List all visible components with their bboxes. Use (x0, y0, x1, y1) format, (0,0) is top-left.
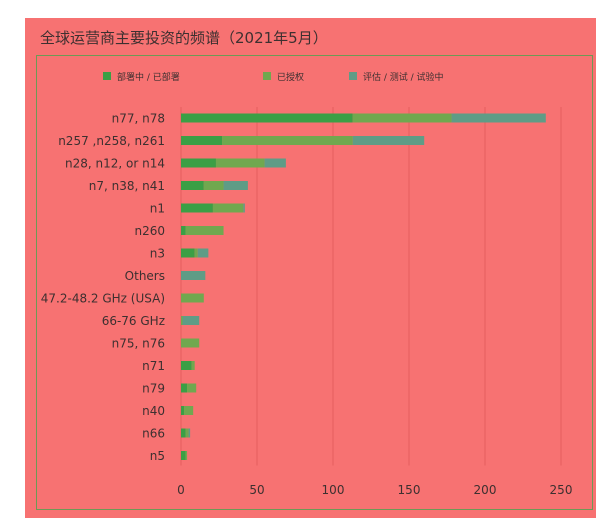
bar-segment-2 (185, 428, 189, 438)
category-label: n3 (150, 247, 165, 261)
bar-segment-2 (215, 158, 265, 168)
bar-segment-2 (203, 181, 224, 190)
bar-segment-2 (185, 451, 188, 460)
bar-segment-2 (191, 361, 195, 370)
bar-segment-1 (181, 226, 186, 235)
category-label: n5 (150, 449, 165, 463)
category-label: Others (125, 269, 165, 283)
bar-segment-1 (181, 428, 186, 438)
bar-segment-3 (264, 158, 286, 168)
category-label: n71 (142, 359, 165, 373)
x-tick-label: 250 (550, 483, 573, 497)
x-tick-label: 50 (249, 483, 264, 497)
bar-segment-3 (181, 271, 206, 280)
bar-segment-3 (188, 428, 191, 438)
chart-background (25, 18, 596, 518)
x-tick-label: 150 (398, 483, 421, 497)
bar-segment-1 (181, 113, 353, 123)
chart-title: 全球运营商主要投资的频谱（2021年5月） (40, 29, 328, 47)
category-label: 66-76 GHz (102, 314, 165, 328)
bar-segment-2 (181, 316, 183, 325)
category-label: n77, n78 (112, 112, 165, 126)
category-label: n66 (142, 427, 165, 441)
category-label: n75, n76 (112, 337, 165, 351)
bar-segment-1 (181, 451, 186, 460)
legend-label-3: 评估 / 测试 / 试验中 (363, 71, 444, 83)
bar-segment-1 (181, 361, 192, 370)
bar-segment-3 (223, 181, 248, 190)
bar-segment-2 (352, 113, 452, 123)
legend-label-1: 部署中 / 已部署 (117, 71, 180, 83)
x-tick-label: 200 (474, 483, 497, 497)
legend-swatch-1 (103, 72, 111, 80)
bar-segment-1 (181, 158, 216, 168)
bars (181, 113, 546, 460)
x-tick-label: 100 (322, 483, 345, 497)
bar-segment-3 (182, 316, 200, 325)
bar-segment-1 (181, 181, 204, 190)
bar-segment-2 (222, 136, 353, 145)
bar-segment-1 (181, 203, 213, 213)
category-label: n7, n38, n41 (89, 179, 165, 193)
bar-segment-3 (197, 248, 209, 258)
bar-segment-2 (181, 338, 200, 348)
legend-label-2: 已授权 (277, 71, 304, 83)
bar-segment-2 (187, 383, 197, 393)
bar-segment-1 (181, 406, 185, 415)
bar-segment-1 (181, 383, 188, 393)
category-label: n28, n12, or n14 (65, 157, 165, 171)
bar-segment-2 (194, 248, 198, 258)
x-tick-label: 0 (177, 483, 185, 497)
category-label: n1 (150, 202, 165, 216)
bar-segment-3 (451, 113, 546, 123)
category-label: n257 ,n258, n261 (58, 134, 165, 148)
plot-frame (36, 55, 593, 510)
bar-segment-1 (181, 248, 195, 258)
bar-segment-2 (212, 203, 244, 213)
bar-segment-2 (181, 293, 204, 303)
category-label: n40 (142, 404, 165, 418)
legend-swatch-3 (349, 72, 357, 80)
legend-swatch-2 (263, 72, 271, 80)
category-label: 47.2-48.2 GHz (USA) (41, 292, 165, 306)
bar-segment-1 (181, 136, 223, 145)
bar-segment-3 (352, 136, 425, 145)
bar-segment-3 (243, 203, 245, 213)
bar-segment-2 (184, 406, 194, 415)
bar-segment-2 (185, 226, 224, 235)
category-labels: n77, n78 n257 ,n258, n261 n28, n12, or n14… (41, 112, 165, 464)
category-label: n260 (134, 224, 165, 238)
legend: 部署中 / 已部署 已授权 评估 / 测试 / 试验中 (103, 71, 444, 83)
x-axis-ticks: 0 50 100 150 200 250 (177, 483, 572, 497)
category-label: n79 (142, 382, 165, 396)
